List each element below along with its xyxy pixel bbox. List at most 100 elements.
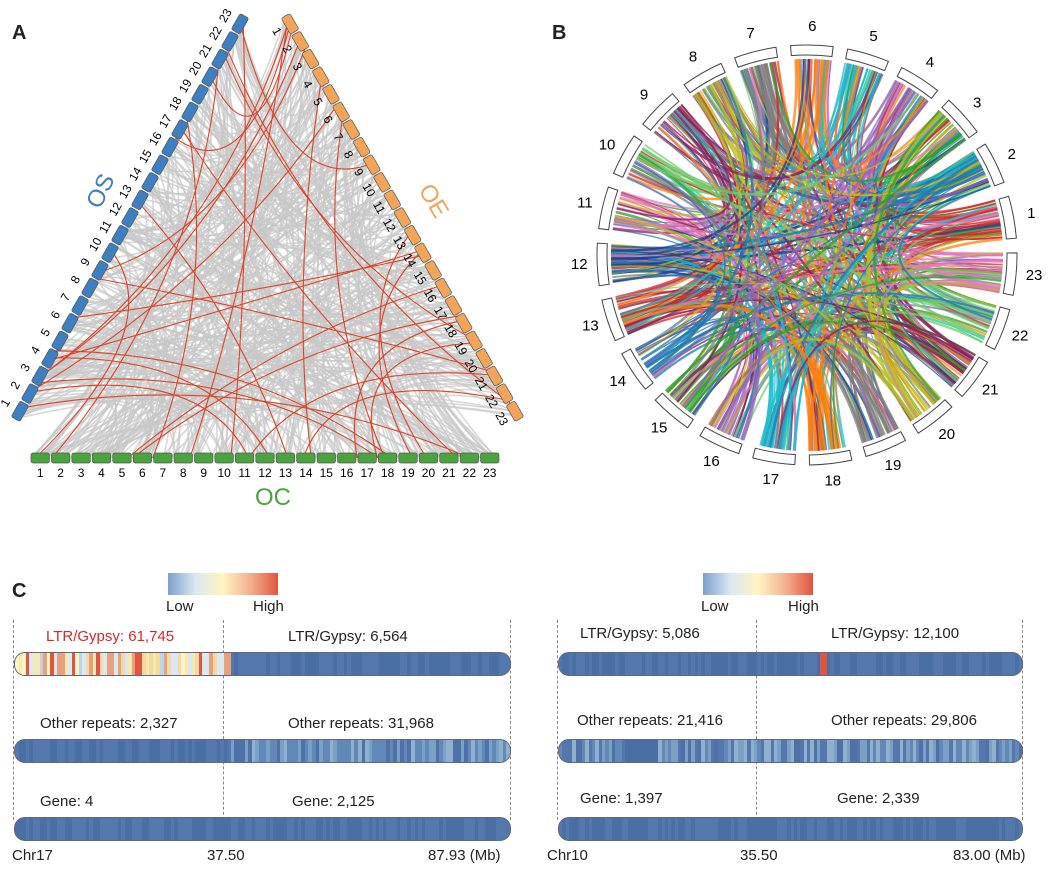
heat-stripe bbox=[972, 818, 977, 840]
synteny-link bbox=[36, 272, 435, 382]
os-chromosome-label: 19 bbox=[176, 76, 195, 95]
synteny-link bbox=[33, 28, 238, 459]
heat-stripe bbox=[978, 740, 983, 762]
gene-count-first: Gene: 4 bbox=[40, 793, 94, 810]
heat-stripe bbox=[372, 740, 377, 762]
heat-stripe bbox=[421, 653, 426, 675]
gene-track bbox=[14, 817, 511, 841]
heat-stripe bbox=[830, 818, 834, 840]
heat-stripe bbox=[411, 653, 415, 675]
heat-stripe bbox=[1018, 740, 1022, 762]
heat-stripe bbox=[843, 740, 848, 762]
heat-stripe bbox=[734, 653, 739, 675]
heat-stripe bbox=[301, 740, 306, 762]
heat-stripe bbox=[664, 818, 669, 840]
heat-stripe bbox=[714, 740, 719, 762]
heat-stripe bbox=[595, 653, 600, 675]
heat-stripe bbox=[89, 740, 94, 762]
heat-stripe bbox=[793, 818, 798, 840]
heat-stripe bbox=[869, 818, 874, 840]
synteny-link bbox=[199, 92, 466, 327]
heat-stripe bbox=[464, 740, 468, 762]
heat-stripe bbox=[932, 740, 937, 762]
synteny-link bbox=[226, 337, 473, 459]
heat-stripe bbox=[896, 740, 901, 762]
heat-stripe bbox=[400, 653, 405, 675]
heat-stripe bbox=[50, 818, 55, 840]
gene-count-second: Gene: 2,339 bbox=[837, 790, 920, 807]
circos-link bbox=[681, 81, 900, 407]
heat-stripe bbox=[582, 653, 586, 675]
circos-chromosome-label: 16 bbox=[703, 453, 720, 470]
heat-stripe bbox=[474, 740, 479, 762]
heat-stripe bbox=[889, 818, 894, 840]
oe-chromosome-22 bbox=[496, 383, 514, 404]
heat-stripe bbox=[922, 653, 927, 675]
heat-stripe bbox=[1008, 740, 1013, 762]
heat-stripe bbox=[886, 740, 891, 762]
heat-stripe bbox=[276, 818, 281, 840]
heat-stripe bbox=[506, 818, 510, 840]
heat-stripe bbox=[336, 818, 341, 840]
heat-stripe bbox=[64, 740, 69, 762]
heat-stripe bbox=[464, 653, 468, 675]
heat-stripe bbox=[668, 740, 672, 762]
heat-stripe bbox=[135, 653, 140, 675]
circos-link bbox=[632, 164, 899, 430]
heat-stripe bbox=[152, 740, 157, 762]
heat-stripe bbox=[929, 740, 934, 762]
heat-stripe bbox=[694, 818, 699, 840]
heat-stripe bbox=[340, 653, 345, 675]
heat-stripe bbox=[414, 818, 419, 840]
heat-stripe bbox=[347, 740, 352, 762]
heat-stripe bbox=[276, 740, 281, 762]
heat-stripe bbox=[853, 740, 858, 762]
heat-stripe bbox=[449, 818, 454, 840]
heat-stripe bbox=[135, 740, 140, 762]
heat-stripe bbox=[248, 740, 253, 762]
heat-stripe bbox=[810, 740, 815, 762]
heat-stripe bbox=[71, 740, 76, 762]
heat-stripe bbox=[876, 740, 881, 762]
heat-stripe bbox=[407, 740, 412, 762]
heat-stripe bbox=[163, 740, 168, 762]
heat-stripe bbox=[191, 740, 196, 762]
heat-stripe bbox=[644, 740, 649, 762]
heat-stripe bbox=[308, 653, 313, 675]
heat-stripe bbox=[985, 740, 990, 762]
heat-stripe bbox=[121, 740, 126, 762]
heat-stripe bbox=[414, 653, 419, 675]
highlighted-link bbox=[189, 19, 289, 459]
heat-stripe bbox=[684, 740, 689, 762]
heat-stripe bbox=[389, 653, 394, 675]
heat-stripe bbox=[329, 653, 334, 675]
heat-stripe bbox=[936, 653, 940, 675]
heat-stripe bbox=[386, 653, 391, 675]
heat-stripe bbox=[869, 740, 874, 762]
heat-stripe bbox=[78, 740, 83, 762]
oc-chromosome-22 bbox=[459, 452, 479, 464]
heat-stripe bbox=[575, 818, 580, 840]
heat-stripe bbox=[661, 818, 666, 840]
heat-stripe bbox=[945, 740, 950, 762]
heat-stripe bbox=[1005, 740, 1010, 762]
os-chromosome-8 bbox=[81, 277, 99, 298]
heat-stripe bbox=[15, 653, 19, 675]
heat-stripe bbox=[25, 818, 30, 840]
oc-chromosome-23 bbox=[480, 452, 500, 464]
heat-stripe bbox=[889, 740, 894, 762]
heat-stripe bbox=[29, 653, 34, 675]
heat-stripe bbox=[863, 653, 867, 675]
heat-stripe bbox=[191, 653, 196, 675]
heat-stripe bbox=[449, 740, 454, 762]
heat-stripe bbox=[949, 818, 953, 840]
synteny-link bbox=[84, 293, 448, 459]
os-chromosome-22 bbox=[221, 31, 239, 52]
heat-stripe bbox=[474, 818, 479, 840]
heat-stripe bbox=[407, 653, 412, 675]
heat-stripe bbox=[691, 740, 696, 762]
heat-stripe bbox=[488, 740, 493, 762]
heat-stripe bbox=[618, 818, 623, 840]
synteny-link bbox=[68, 114, 344, 326]
heat-stripe bbox=[138, 740, 143, 762]
